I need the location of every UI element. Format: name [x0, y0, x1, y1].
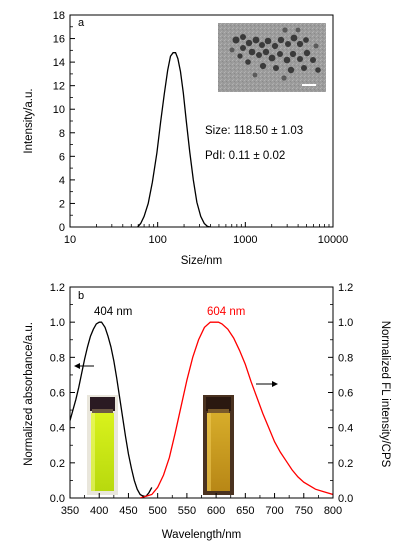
- vial-photo-daylight: [87, 395, 118, 495]
- panel-b-x-tick-label: 750: [295, 505, 313, 517]
- pdi-annotation: PdI: 0.11 ± 0.02: [205, 150, 285, 162]
- dls-size-curve: [137, 52, 211, 227]
- panel-a-x-axis-label: Size/nm: [181, 255, 223, 267]
- panel-b-x-tick-label: 800: [324, 505, 342, 517]
- panel-a-x-tick-label: 10000: [318, 234, 349, 246]
- panel-b-x-tick-label: 450: [119, 505, 137, 517]
- panel-b-x-tick-label: 350: [61, 505, 79, 517]
- fluorescence-curve: [139, 321, 333, 498]
- panel-a-y-tick-label: 16: [53, 34, 65, 46]
- absorbance-peak-label: 404 nm: [94, 306, 132, 318]
- panel-b-label: b: [78, 290, 84, 302]
- panel-b-x-tick-label: 700: [265, 505, 283, 517]
- panel-b-x-tick-label: 600: [207, 505, 225, 517]
- tem-inset-image: [218, 23, 326, 92]
- panel-a-y-tick-label: 18: [53, 10, 65, 22]
- panel-b-y-tick-label: 0.4: [50, 423, 65, 435]
- left-axis-arrow: [74, 363, 94, 369]
- panel-a-ticks: 10 100 1000 10000 0 2 4 6 8 10 12 14 16 18: [53, 10, 349, 246]
- size-annotation: Size: 118.50 ± 1.03: [205, 125, 303, 137]
- panel-b-y2-tick-label: 0.0: [338, 493, 353, 505]
- fluorescence-peak-label: 604 nm: [207, 306, 245, 318]
- panel-a-dls: a: [23, 10, 348, 267]
- panel-a-y-tick-label: 8: [59, 128, 65, 140]
- panel-b-y2-tick-label: 0.8: [338, 352, 353, 364]
- panel-b-y-tick-label: 0.8: [50, 352, 65, 364]
- panel-a-y-tick-label: 2: [59, 198, 65, 210]
- panel-b-y-tick-label: 0.2: [50, 458, 65, 470]
- panel-b-y-tick-label: 1.0: [50, 317, 65, 329]
- panel-b-y-tick-label: 0.0: [50, 493, 65, 505]
- panel-a-y-axis-label: Intensity/a.u.: [23, 88, 35, 153]
- panel-b-y2-tick-label: 0.4: [338, 423, 353, 435]
- panel-b-y2-axis-label: Normalized FL intensity/CPS: [379, 321, 391, 468]
- panel-b-y2-tick-label: 0.6: [338, 388, 353, 400]
- panel-a-y-tick-label: 0: [59, 222, 65, 234]
- panel-b-x-tick-label: 550: [178, 505, 196, 517]
- panel-a-y-tick-label: 14: [53, 57, 65, 69]
- panel-b-y-tick-label: 1.2: [50, 282, 65, 294]
- panel-b-x-tick-label: 500: [148, 505, 166, 517]
- panel-a-label: a: [78, 17, 85, 29]
- absorbance-curve: [70, 321, 153, 497]
- panel-b-y-tick-label: 0.6: [50, 388, 65, 400]
- panel-a-y-tick-label: 6: [59, 151, 65, 163]
- panel-b-spectra: b 404 nm 604 nm 350: [23, 282, 391, 541]
- panel-b-x-tick-label: 650: [236, 505, 254, 517]
- panel-a-y-tick-label: 10: [53, 104, 65, 116]
- vial-photo-uv: [203, 395, 234, 495]
- panel-b-y2-tick-label: 1.0: [338, 317, 353, 329]
- panel-a-x-tick-label: 100: [148, 234, 166, 246]
- panel-a-x-tick-label: 10: [64, 234, 76, 246]
- panel-b-y-axis-label: Normalized absorbance/a.u.: [23, 322, 35, 466]
- panel-b-x-tick-label: 400: [90, 505, 108, 517]
- panel-a-y-tick-label: 12: [53, 81, 65, 93]
- panel-a-x-tick-label: 1000: [233, 234, 257, 246]
- panel-b-x-axis-label: Wavelength/nm: [162, 529, 241, 541]
- panel-a-y-tick-label: 4: [59, 175, 65, 187]
- right-axis-arrow: [256, 381, 278, 387]
- panel-b-y2-tick-label: 1.2: [338, 282, 353, 294]
- panel-b-y2-tick-label: 0.2: [338, 458, 353, 470]
